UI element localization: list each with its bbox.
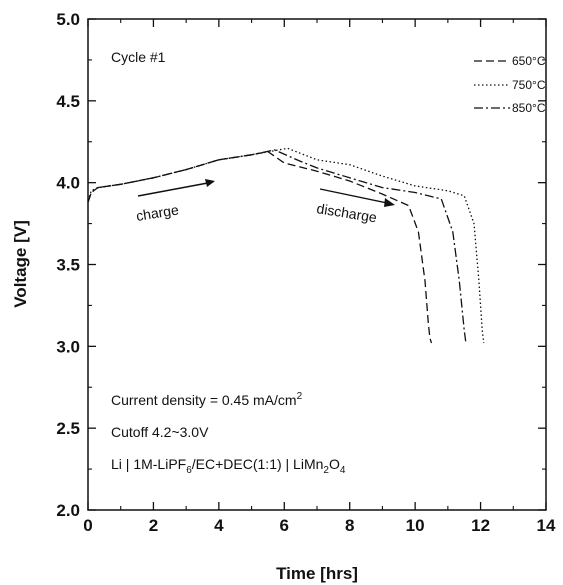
cell-configuration-label: Li | 1M-LiPF6/EC+DEC(1:1) | LiMn2O4 — [111, 456, 346, 476]
legend: 650°C 750°C 850°C — [474, 54, 546, 115]
cutoff-label: Cutoff 4.2~3.0V — [111, 424, 209, 440]
x-tick-label: 2 — [149, 516, 158, 535]
x-tick-label: 8 — [345, 516, 354, 535]
tick-labels: 0 2 4 6 8 10 12 14 2.0 2.5 3.0 3.5 4.0 4.5 5.0 — [56, 10, 556, 535]
y-tick-label: 3.5 — [56, 256, 80, 275]
current-density-label: Current density = 0.45 mA/cm2 — [111, 391, 303, 408]
x-tick-label: 12 — [471, 516, 490, 535]
x-axis-title: Time [hrs] — [276, 564, 358, 583]
x-tick-label: 4 — [214, 516, 224, 535]
y-tick-label: 4.5 — [56, 92, 80, 111]
x-tick-label: 6 — [280, 516, 289, 535]
series-line-750C — [87, 147, 485, 344]
discharge-label: discharge — [316, 200, 379, 225]
y-tick-label: 4.0 — [56, 174, 80, 193]
y-tick-label: 5.0 — [56, 10, 80, 29]
charge-label: charge — [135, 201, 180, 224]
legend-label-750: 750°C — [512, 78, 546, 92]
charge-annotation: charge — [135, 179, 215, 224]
charge-arrow — [137, 181, 214, 197]
discharge-arrow — [319, 188, 393, 205]
series-layer — [87, 147, 485, 344]
x-tick-label: 0 — [83, 516, 92, 535]
discharge-arrow-head — [384, 198, 395, 207]
y-tick-label: 3.0 — [56, 337, 80, 356]
legend-label-850: 850°C — [512, 101, 546, 115]
x-tick-label: 14 — [537, 516, 556, 535]
y-axis-title: Voltage [V] — [11, 220, 30, 308]
axis-ticks — [87, 18, 547, 511]
y-tick-label: 2.5 — [56, 419, 80, 438]
legend-label-650: 650°C — [512, 54, 546, 68]
x-tick-label: 10 — [406, 516, 425, 535]
cycle-label: Cycle #1 — [111, 49, 166, 65]
y-tick-label: 2.0 — [56, 501, 80, 520]
charge-arrow-head — [205, 179, 215, 187]
series-line-850C — [87, 149, 467, 344]
